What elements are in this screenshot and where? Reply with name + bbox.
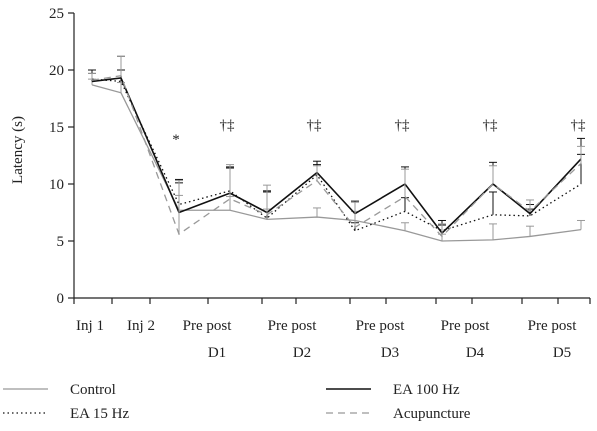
legend-label: Acupuncture [393, 406, 471, 422]
x-tick-label: Pre post [441, 318, 491, 334]
x-group-label: D1 [208, 345, 226, 361]
legend-label: EA 15 Hz [70, 406, 130, 422]
legend: Control EA 100 Hz EA 15 Hz Acupuncture [3, 382, 471, 422]
legend-item: Control [3, 382, 116, 398]
significance-marker: †‡ [571, 117, 587, 133]
significance-marker: * [172, 132, 180, 148]
y-tick-label: 10 [49, 177, 64, 193]
legend-label: Control [70, 382, 116, 398]
x-axis: Inj 1 Inj 2 Pre post D1 Pre post D2 Pre post D3… [73, 297, 591, 361]
series-line [91, 74, 582, 238]
series-acupuncture [88, 55, 585, 238]
x-tick-label: Pre post [183, 318, 233, 334]
legend-item: EA 15 Hz [3, 406, 130, 422]
series-control [88, 78, 585, 242]
x-tick-label: Inj 1 [76, 318, 104, 334]
y-axis: 0 5 10 15 20 25 [49, 6, 75, 307]
y-tick-label: 5 [57, 234, 65, 250]
legend-item: EA 100 Hz [326, 382, 460, 398]
x-tick-label: Pre post [268, 318, 318, 334]
series-line [91, 77, 582, 235]
x-group-label: D3 [381, 345, 399, 361]
x-group-label: D5 [553, 345, 571, 361]
x-tick-label: Pre post [528, 318, 578, 334]
y-axis-title: Latency (s) [10, 116, 26, 184]
significance-marker: †‡ [483, 117, 499, 133]
plot-area [88, 55, 585, 242]
y-tick-label: 25 [49, 6, 64, 22]
series-line [91, 84, 582, 242]
series-line [91, 78, 582, 232]
series-ea-100-hz [88, 55, 585, 235]
significance-marker: †‡ [395, 117, 411, 133]
x-tick-label: Inj 2 [127, 318, 155, 334]
x-group-label: D4 [466, 345, 485, 361]
significance-annotations: * †‡ †‡ †‡ †‡ †‡ [172, 117, 586, 148]
legend-label: EA 100 Hz [393, 382, 460, 398]
x-tick-label: Pre post [356, 318, 406, 334]
legend-item: Acupuncture [326, 406, 471, 422]
y-tick-label: 0 [57, 291, 65, 307]
significance-marker: †‡ [307, 117, 323, 133]
x-group-label: D2 [293, 345, 311, 361]
series-ea-15-hz [88, 69, 585, 232]
significance-marker: †‡ [220, 117, 236, 133]
y-tick-label: 20 [49, 63, 64, 79]
y-tick-label: 15 [49, 120, 64, 136]
